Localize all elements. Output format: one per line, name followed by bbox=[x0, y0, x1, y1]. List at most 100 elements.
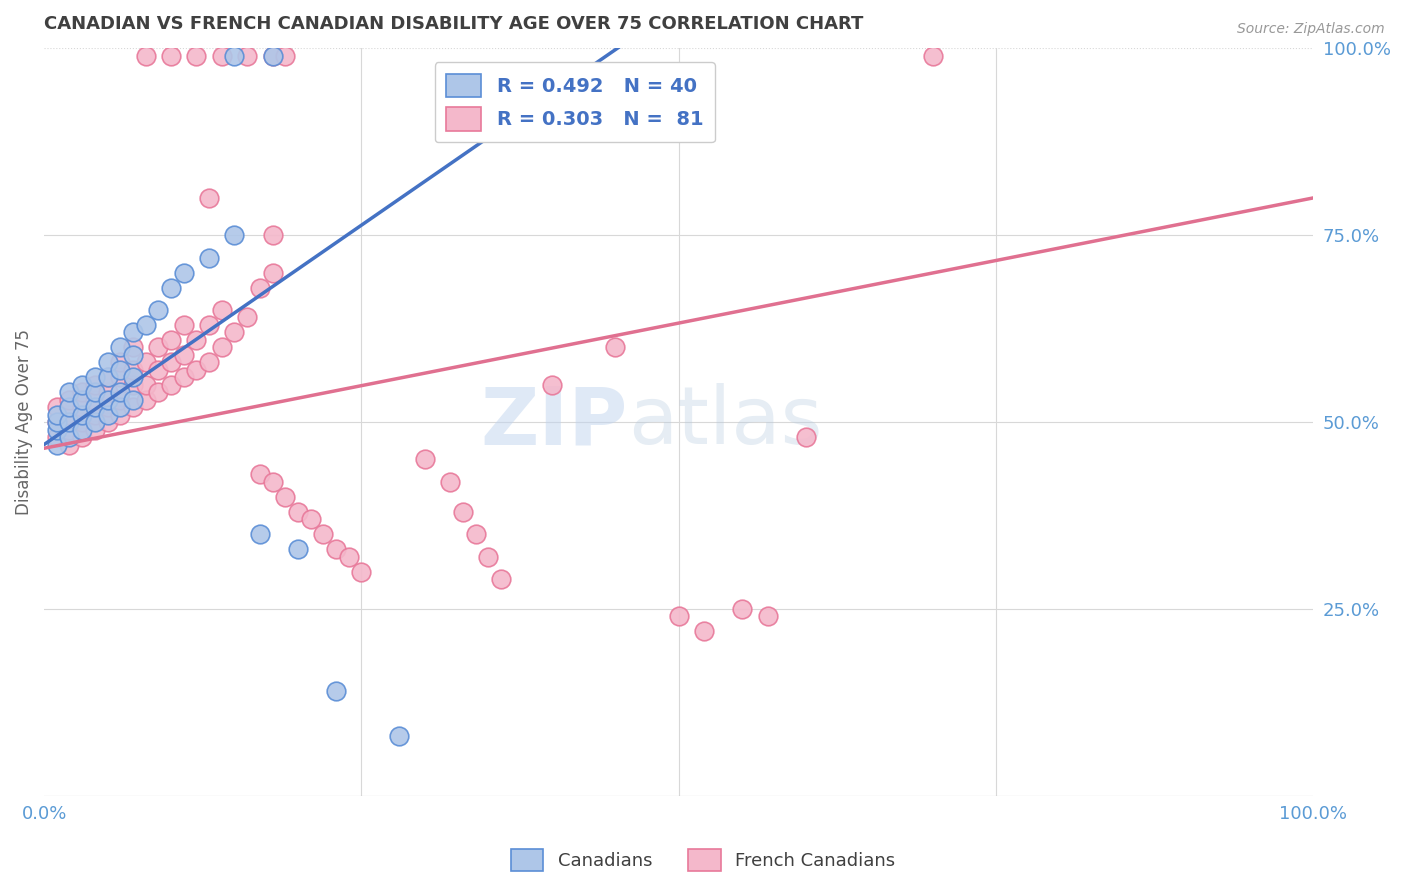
Point bbox=[148, 303, 170, 318]
Point bbox=[83, 400, 105, 414]
Point bbox=[97, 400, 120, 414]
Point bbox=[236, 49, 259, 63]
Point bbox=[135, 355, 157, 369]
Point bbox=[160, 49, 183, 63]
Point bbox=[148, 385, 170, 400]
Point bbox=[160, 355, 183, 369]
Point bbox=[58, 437, 80, 451]
Point bbox=[70, 430, 93, 444]
Point bbox=[477, 549, 499, 564]
Text: Source: ZipAtlas.com: Source: ZipAtlas.com bbox=[1237, 22, 1385, 37]
Point bbox=[70, 423, 93, 437]
Point bbox=[224, 49, 246, 63]
Point bbox=[135, 49, 157, 63]
Point bbox=[58, 430, 80, 444]
Point bbox=[148, 340, 170, 354]
Point bbox=[70, 400, 93, 414]
Point bbox=[668, 609, 690, 624]
Point bbox=[97, 392, 120, 407]
Point bbox=[464, 527, 486, 541]
Point bbox=[262, 266, 284, 280]
Point bbox=[45, 415, 67, 429]
Point bbox=[236, 310, 259, 325]
Point bbox=[122, 326, 145, 340]
Point bbox=[249, 467, 271, 482]
Point bbox=[756, 609, 779, 624]
Point bbox=[83, 385, 105, 400]
Point bbox=[122, 340, 145, 354]
Point bbox=[439, 475, 461, 489]
Point bbox=[135, 318, 157, 332]
Point bbox=[262, 49, 284, 63]
Point bbox=[45, 415, 67, 429]
Point bbox=[731, 602, 754, 616]
Point bbox=[58, 423, 80, 437]
Point bbox=[198, 191, 221, 205]
Point bbox=[97, 408, 120, 422]
Point bbox=[70, 385, 93, 400]
Point bbox=[45, 408, 67, 422]
Point bbox=[83, 370, 105, 384]
Point bbox=[211, 303, 233, 318]
Point bbox=[97, 415, 120, 429]
Point bbox=[122, 377, 145, 392]
Point bbox=[451, 505, 474, 519]
Legend: R = 0.492   N = 40, R = 0.303   N =  81: R = 0.492 N = 40, R = 0.303 N = 81 bbox=[434, 62, 716, 143]
Point bbox=[160, 377, 183, 392]
Point bbox=[83, 423, 105, 437]
Y-axis label: Disability Age Over 75: Disability Age Over 75 bbox=[15, 329, 32, 515]
Point bbox=[58, 385, 80, 400]
Point bbox=[110, 392, 132, 407]
Point bbox=[122, 392, 145, 407]
Point bbox=[110, 355, 132, 369]
Legend: Canadians, French Canadians: Canadians, French Canadians bbox=[503, 842, 903, 879]
Point bbox=[198, 318, 221, 332]
Point bbox=[186, 49, 208, 63]
Point bbox=[58, 400, 80, 414]
Point bbox=[211, 49, 233, 63]
Point bbox=[148, 363, 170, 377]
Point bbox=[110, 408, 132, 422]
Point bbox=[70, 377, 93, 392]
Point bbox=[211, 340, 233, 354]
Point bbox=[70, 392, 93, 407]
Point bbox=[110, 400, 132, 414]
Point bbox=[173, 348, 195, 362]
Text: atlas: atlas bbox=[628, 383, 823, 461]
Point bbox=[122, 370, 145, 384]
Point bbox=[110, 340, 132, 354]
Point bbox=[135, 392, 157, 407]
Point bbox=[45, 423, 67, 437]
Point bbox=[160, 333, 183, 347]
Text: ZIP: ZIP bbox=[481, 383, 628, 461]
Point bbox=[45, 400, 67, 414]
Point bbox=[58, 415, 80, 429]
Point bbox=[312, 527, 335, 541]
Point bbox=[160, 280, 183, 294]
Point bbox=[135, 377, 157, 392]
Point bbox=[198, 355, 221, 369]
Point bbox=[97, 385, 120, 400]
Point bbox=[693, 624, 716, 639]
Point bbox=[173, 370, 195, 384]
Point bbox=[413, 452, 436, 467]
Point bbox=[224, 228, 246, 243]
Point bbox=[45, 430, 67, 444]
Point bbox=[173, 266, 195, 280]
Point bbox=[299, 512, 322, 526]
Point bbox=[262, 228, 284, 243]
Point bbox=[58, 408, 80, 422]
Point bbox=[921, 49, 943, 63]
Point bbox=[122, 363, 145, 377]
Point bbox=[110, 363, 132, 377]
Point bbox=[274, 490, 297, 504]
Point bbox=[122, 400, 145, 414]
Point bbox=[262, 475, 284, 489]
Text: CANADIAN VS FRENCH CANADIAN DISABILITY AGE OVER 75 CORRELATION CHART: CANADIAN VS FRENCH CANADIAN DISABILITY A… bbox=[44, 15, 863, 33]
Point bbox=[287, 505, 309, 519]
Point bbox=[83, 415, 105, 429]
Point bbox=[350, 565, 373, 579]
Point bbox=[58, 392, 80, 407]
Point bbox=[83, 392, 105, 407]
Point bbox=[262, 49, 284, 63]
